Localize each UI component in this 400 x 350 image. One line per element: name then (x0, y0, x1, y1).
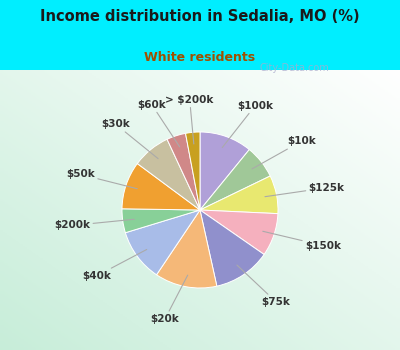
Text: $75k: $75k (237, 265, 290, 307)
Wedge shape (200, 132, 249, 210)
Wedge shape (137, 139, 200, 210)
Text: > $200k: > $200k (166, 95, 214, 144)
Text: $20k: $20k (151, 275, 188, 324)
Text: $40k: $40k (82, 250, 147, 281)
Text: City-Data.com: City-Data.com (260, 63, 330, 73)
Text: $50k: $50k (66, 169, 137, 189)
Text: White residents: White residents (144, 51, 256, 64)
Wedge shape (200, 210, 278, 254)
Text: $200k: $200k (54, 219, 134, 230)
Wedge shape (122, 163, 200, 210)
Text: $10k: $10k (252, 136, 316, 169)
Wedge shape (125, 210, 200, 275)
Text: $150k: $150k (263, 231, 341, 251)
Wedge shape (156, 210, 217, 288)
Text: $100k: $100k (222, 101, 273, 148)
Text: $125k: $125k (265, 183, 344, 197)
Wedge shape (200, 210, 264, 286)
Wedge shape (200, 176, 278, 214)
Text: Income distribution in Sedalia, MO (%): Income distribution in Sedalia, MO (%) (40, 9, 360, 24)
Wedge shape (167, 133, 200, 210)
Wedge shape (186, 132, 200, 210)
Text: $30k: $30k (101, 119, 158, 159)
Wedge shape (122, 209, 200, 233)
Text: $60k: $60k (137, 99, 180, 147)
Wedge shape (200, 149, 270, 210)
